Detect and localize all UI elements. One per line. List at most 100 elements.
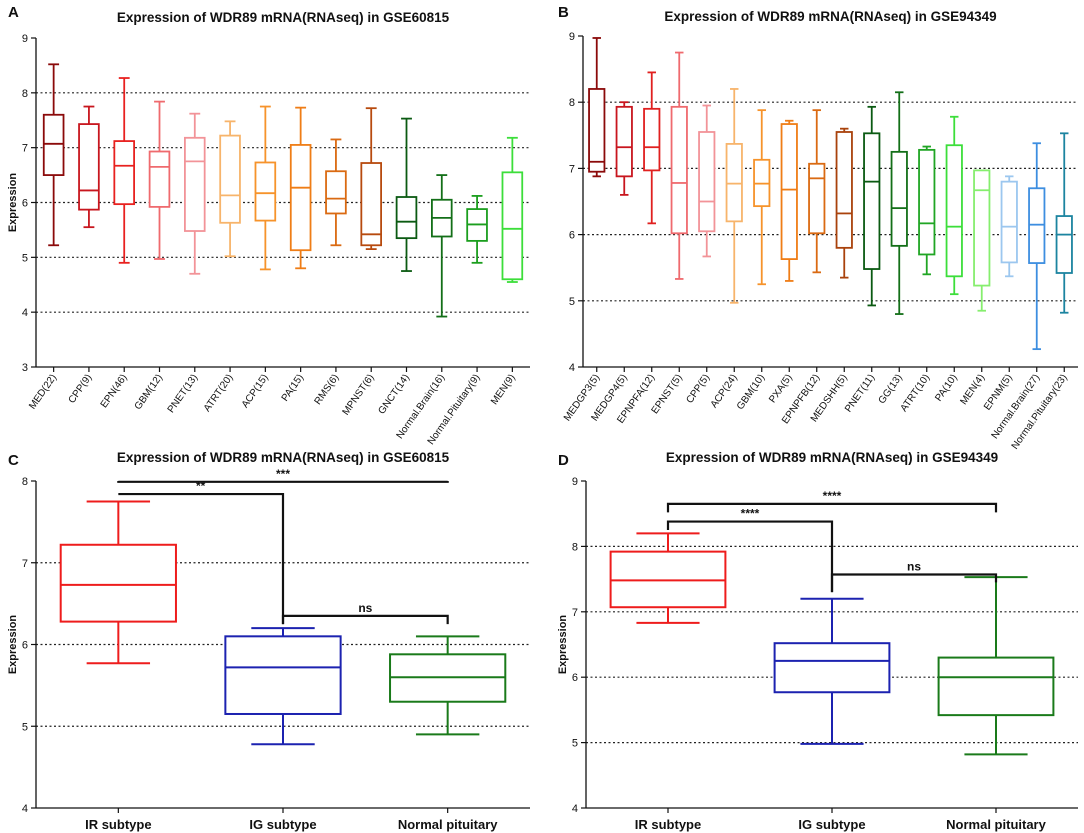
bracket-line xyxy=(830,573,998,593)
box-4: CPP(5) xyxy=(684,104,716,406)
y-axis-label: Expression xyxy=(7,173,19,233)
significance-label: ns xyxy=(358,601,372,615)
significance-label: ** xyxy=(196,479,206,493)
iqr-box xyxy=(360,162,382,247)
panel-letter: B xyxy=(558,4,569,21)
x-tick-label: MPNST(6) xyxy=(341,372,377,417)
x-tick-label: MEN(9) xyxy=(489,372,518,407)
x-tick-label: IR subtype xyxy=(85,817,151,832)
y-tick-label: 4 xyxy=(569,362,575,374)
y-tick-label: 6 xyxy=(22,640,28,652)
box-2: Normal pituitary xyxy=(389,635,507,832)
y-axis-label: Expression xyxy=(557,615,569,675)
bracket-line xyxy=(281,614,449,625)
box-2: EPN(46) xyxy=(99,77,135,410)
y-tick-label: 5 xyxy=(569,296,575,308)
panel-letter: C xyxy=(8,452,19,469)
box-1: IG subtype xyxy=(224,627,342,832)
y-tick-label: 7 xyxy=(572,607,578,619)
iqr-box xyxy=(501,171,524,281)
iqr-box xyxy=(808,162,826,235)
y-tick-label: 6 xyxy=(572,672,578,684)
iqr-box xyxy=(224,635,342,715)
significance-bracket: *** xyxy=(117,467,449,483)
box-6: ACP(15) xyxy=(240,105,277,410)
iqr-box xyxy=(780,123,798,260)
iqr-box xyxy=(113,140,135,206)
significance-label: **** xyxy=(741,507,760,521)
significance-label: *** xyxy=(276,467,290,481)
box-14: MEN(4) xyxy=(958,169,991,407)
chart-panel-b: B Expression of WDR89 mRNA(RNAseq) in GSE… xyxy=(558,4,1078,452)
y-tick-label: 5 xyxy=(22,721,28,733)
chart-title: Expression of WDR89 mRNA(RNAseq) in GSE9… xyxy=(666,450,998,465)
bracket-line xyxy=(666,502,998,513)
x-tick-label: GBM(10) xyxy=(735,372,767,412)
x-tick-label: PA(10) xyxy=(933,372,959,403)
x-tick-label: MEN(4) xyxy=(958,372,987,407)
y-tick-label: 4 xyxy=(572,803,578,815)
iqr-box xyxy=(725,143,743,223)
box-7: PXA(5) xyxy=(767,119,798,405)
y-tick-label: 6 xyxy=(569,230,575,242)
bracket-line xyxy=(118,492,285,625)
iqr-box xyxy=(254,161,277,222)
box-11: GG(13) xyxy=(877,91,908,406)
y-axis-label: Expression xyxy=(7,615,19,675)
iqr-box xyxy=(835,131,853,249)
iqr-box xyxy=(615,105,633,178)
iqr-box xyxy=(945,144,963,278)
x-tick-label: EPN(46) xyxy=(99,372,130,410)
y-tick-label: 5 xyxy=(572,738,578,750)
y-tick-label: 8 xyxy=(22,476,28,488)
x-tick-label: MED(22) xyxy=(27,372,59,411)
chart-panel-c: C Expression of WDR89 mRNA(RNAseq) in GSE… xyxy=(7,450,530,832)
significance-bracket: **** xyxy=(666,507,834,593)
x-tick-label: RMS(6) xyxy=(313,372,342,407)
x-tick-label: GBM(12) xyxy=(133,372,165,412)
significance-bracket: ** xyxy=(118,479,285,625)
y-tick-label: 7 xyxy=(22,143,28,155)
x-tick-label: IG subtype xyxy=(798,817,865,832)
x-tick-label: Normal pituitary xyxy=(946,817,1046,832)
x-tick-label: CPP(9) xyxy=(67,372,95,405)
iqr-box xyxy=(890,150,908,247)
x-tick-label: GG(13) xyxy=(877,372,905,406)
significance-bracket: **** xyxy=(666,489,998,513)
x-tick-label: PXA(5) xyxy=(767,372,794,405)
x-tick-label: ACP(15) xyxy=(240,372,271,410)
box-5: ATRT(20) xyxy=(202,120,241,414)
y-tick-label: 4 xyxy=(22,307,28,319)
iqr-box xyxy=(148,150,171,208)
box-1: IG subtype xyxy=(773,597,891,832)
y-tick-label: 8 xyxy=(22,88,28,100)
chart-title: Expression of WDR89 mRNA(RNAseq) in GSE6… xyxy=(117,10,450,25)
box-9: MPNST(6) xyxy=(341,107,382,417)
iqr-box xyxy=(42,113,65,176)
bracket-line xyxy=(666,520,834,593)
y-tick-label: 7 xyxy=(22,558,28,570)
box-2: Normal pituitary xyxy=(937,576,1055,832)
y-tick-label: 9 xyxy=(569,31,575,43)
y-tick-label: 4 xyxy=(22,803,28,815)
x-tick-label: IG subtype xyxy=(249,817,316,832)
chart-panel-a: A Expression of WDR89 mRNA(RNAseq) in GSE… xyxy=(7,4,530,447)
iqr-box xyxy=(773,642,891,694)
box-0: MED(22) xyxy=(27,63,65,411)
iqr-box xyxy=(670,105,688,235)
significance-bracket: ns xyxy=(281,601,449,625)
box-0: IR subtype xyxy=(609,532,727,832)
box-4: PNET(13) xyxy=(166,112,206,415)
iqr-box xyxy=(918,148,936,256)
y-tick-label: 3 xyxy=(22,362,28,374)
y-tick-label: 8 xyxy=(569,97,575,109)
iqr-box xyxy=(184,136,206,232)
iqr-box xyxy=(863,132,881,270)
iqr-box xyxy=(1000,180,1018,264)
iqr-box xyxy=(1055,215,1073,274)
x-tick-label: GNCT(14) xyxy=(376,372,411,416)
iqr-box xyxy=(1028,187,1046,264)
box-13: PA(10) xyxy=(933,115,963,404)
box-1: CPP(9) xyxy=(67,105,100,406)
